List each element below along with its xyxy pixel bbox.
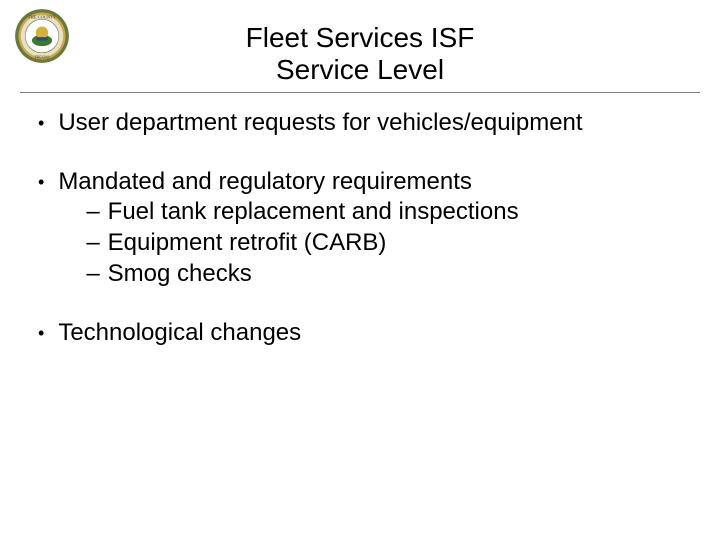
- subitem: – Smog checks: [58, 259, 690, 290]
- bullet-content: Technological changes: [58, 318, 690, 349]
- title-underline: [20, 92, 700, 93]
- bullet-item: • Technological changes: [38, 318, 690, 349]
- subitems: – Fuel tank replacement and inspections …: [58, 197, 690, 289]
- dash-icon: –: [86, 259, 99, 290]
- bullet-text: Technological changes: [58, 319, 301, 346]
- slide: THE COUNTY FRESNO Fleet Services ISF Ser…: [0, 0, 720, 540]
- bullet-dot-icon: •: [38, 108, 44, 138]
- bullet-dot-icon: •: [38, 318, 44, 348]
- svg-text:THE COUNTY: THE COUNTY: [28, 15, 57, 20]
- bullet-text: Mandated and regulatory requirements: [58, 168, 472, 195]
- title-line-2: Service Level: [0, 54, 720, 86]
- bullet-dot-icon: •: [38, 167, 44, 197]
- dash-icon: –: [86, 228, 99, 259]
- subitem-text: Fuel tank replacement and inspections: [108, 197, 519, 228]
- title-line-1: Fleet Services ISF: [0, 22, 720, 54]
- subitem: – Equipment retrofit (CARB): [58, 228, 690, 259]
- subitem-text: Equipment retrofit (CARB): [108, 228, 387, 259]
- subitem-text: Smog checks: [108, 259, 252, 290]
- slide-title: Fleet Services ISF Service Level: [0, 22, 720, 86]
- bullet-content: Mandated and regulatory requirements – F…: [58, 167, 690, 290]
- bullet-text: User department requests for vehicles/eq…: [58, 109, 582, 136]
- bullet-item: • User department requests for vehicles/…: [38, 108, 690, 139]
- dash-icon: –: [86, 197, 99, 228]
- bullet-item: • Mandated and regulatory requirements –…: [38, 167, 690, 290]
- subitem: – Fuel tank replacement and inspections: [58, 197, 690, 228]
- bullet-content: User department requests for vehicles/eq…: [58, 108, 690, 139]
- slide-body: • User department requests for vehicles/…: [38, 108, 690, 376]
